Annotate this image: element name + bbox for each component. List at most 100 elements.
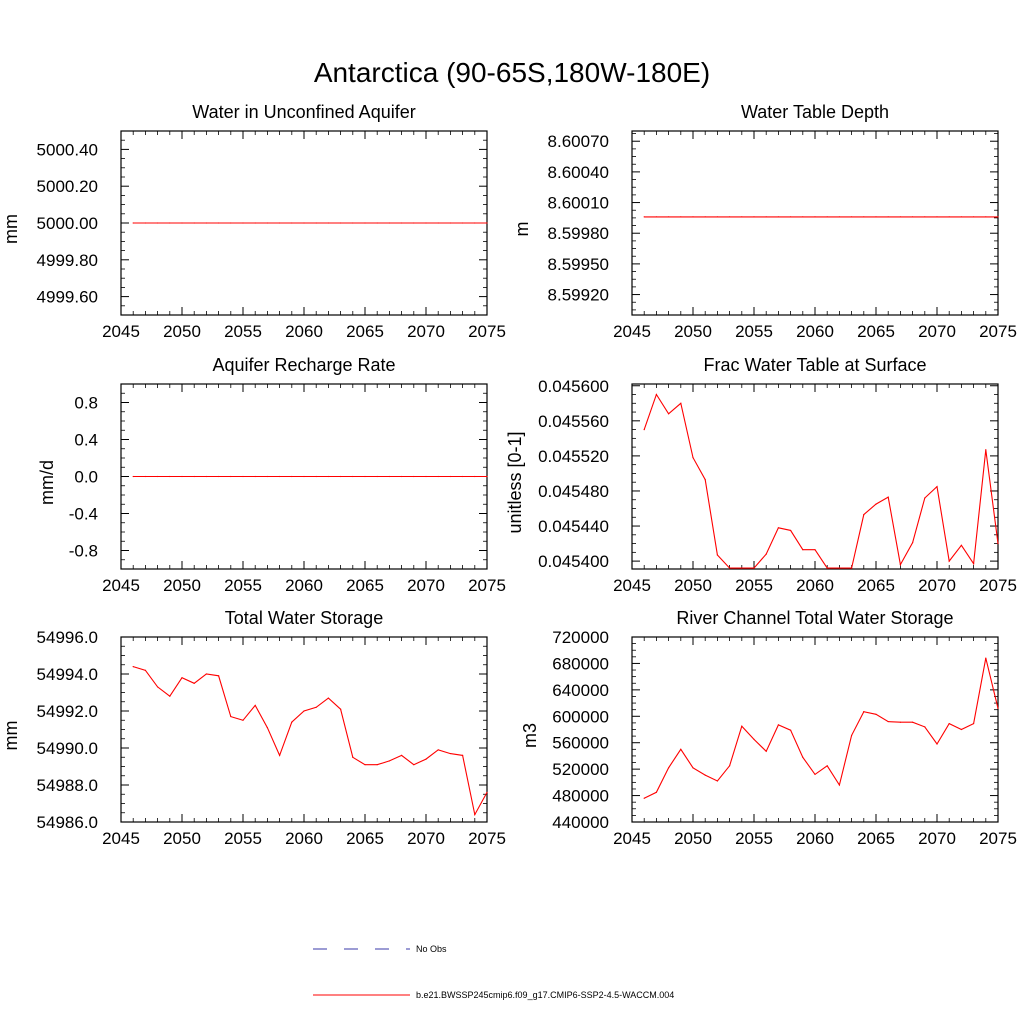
- y-tick-label: 4999.60: [37, 288, 98, 307]
- data-point: [340, 708, 342, 710]
- data-point: [655, 791, 658, 793]
- y-tick-label: 0.8: [74, 394, 98, 413]
- x-tick-label: 2060: [285, 322, 323, 341]
- data-point: [266, 475, 268, 478]
- y-tick-label: 600000: [552, 707, 609, 726]
- data-point: [425, 758, 427, 760]
- x-tick-label: 2050: [674, 576, 712, 595]
- data-point: [826, 216, 828, 218]
- data-point: [254, 475, 256, 478]
- y-axis-label: m3: [520, 723, 540, 748]
- data-point: [242, 222, 244, 224]
- data-point: [132, 475, 134, 478]
- data-point: [887, 720, 889, 723]
- data-point: [704, 774, 706, 776]
- y-tick-label: 480000: [552, 787, 609, 806]
- data-point: [729, 567, 731, 569]
- panel-1: Water in Unconfined Aquifer mm 2045 2050 205…: [1, 102, 506, 341]
- series-line: [133, 666, 488, 817]
- data-point: [254, 222, 256, 224]
- x-tick-label: 2060: [285, 829, 323, 848]
- y-tick-label: 8.60040: [548, 163, 609, 182]
- y-tick-label: 0.045560: [538, 412, 609, 431]
- x-tick-label: 2055: [735, 322, 773, 341]
- y-tick-label: 54994.0: [37, 665, 98, 684]
- data-point: [364, 222, 366, 224]
- data-point: [327, 697, 329, 699]
- data-point: [802, 549, 804, 551]
- data-point: [205, 673, 207, 675]
- data-point: [474, 814, 476, 816]
- x-tick-label: 2055: [735, 576, 773, 595]
- data-point: [912, 721, 914, 723]
- data-point: [230, 222, 232, 224]
- data-point: [230, 475, 232, 478]
- x-tick-label: 2075: [979, 322, 1017, 341]
- data-point: [863, 711, 865, 713]
- data-point: [144, 222, 146, 224]
- y-tick-label: 560000: [552, 734, 609, 753]
- data-point: [863, 216, 865, 218]
- data-point: [777, 216, 780, 218]
- data-point: [242, 475, 244, 478]
- data-point: [157, 475, 159, 478]
- x-tick-label: 2045: [613, 829, 651, 848]
- data-point: [327, 222, 329, 224]
- data-point: [753, 567, 755, 569]
- x-tick-label: 2055: [735, 829, 773, 848]
- panel-title: Water Table Depth: [741, 102, 889, 122]
- data-point: [486, 222, 488, 224]
- data-point: [364, 475, 366, 478]
- panel-title: Total Water Storage: [225, 608, 383, 628]
- data-point: [692, 767, 694, 769]
- data-point: [218, 475, 220, 478]
- data-point: [144, 669, 146, 671]
- y-tick-label: 8.60010: [548, 194, 609, 213]
- x-tick-label: 2060: [796, 829, 834, 848]
- data-point: [948, 216, 950, 218]
- data-point: [924, 497, 926, 499]
- y-tick-label: 440000: [552, 813, 609, 832]
- x-tick-label: 2050: [163, 829, 201, 848]
- data-point: [802, 756, 804, 758]
- data-point: [376, 222, 378, 224]
- main-title: Antarctica (90-65S,180W-180E): [314, 57, 710, 88]
- x-tick-label: 2045: [613, 576, 651, 595]
- y-tick-label: -0.8: [69, 542, 98, 561]
- data-point: [169, 695, 171, 697]
- data-point: [863, 514, 865, 516]
- data-point: [716, 216, 719, 218]
- data-point: [643, 428, 645, 431]
- data-point: [814, 773, 816, 776]
- y-tick-label: 54988.0: [37, 776, 98, 795]
- y-tick-label: 5000.00: [37, 214, 98, 233]
- y-tick-label: 54986.0: [37, 813, 98, 832]
- panel-6: River Channel Total Water Storage m3 2045 2…: [520, 608, 1017, 848]
- data-point: [668, 767, 670, 769]
- x-tick-label: 2075: [979, 829, 1017, 848]
- y-axis-label: unitless [0-1]: [505, 431, 525, 533]
- data-point: [315, 475, 317, 478]
- data-point: [643, 216, 645, 218]
- data-point: [960, 544, 963, 546]
- data-point: [486, 475, 488, 478]
- data-point: [948, 560, 950, 562]
- data-point: [997, 707, 999, 709]
- data-point: [486, 791, 488, 794]
- series-line: [643, 393, 999, 569]
- data-point: [193, 222, 195, 224]
- y-tick-label: 0.0: [74, 468, 98, 487]
- data-point: [985, 657, 987, 659]
- y-tick-label: 8.60070: [548, 132, 609, 151]
- x-tick-label: 2065: [346, 829, 384, 848]
- x-tick-label: 2060: [796, 576, 834, 595]
- data-point: [765, 553, 767, 555]
- y-tick-label: -0.4: [69, 505, 98, 524]
- data-point: [924, 216, 926, 218]
- data-point: [997, 542, 999, 545]
- data-point: [960, 216, 963, 218]
- data-point: [814, 216, 816, 218]
- data-point: [899, 564, 902, 566]
- data-point: [132, 666, 134, 668]
- data-point: [680, 748, 682, 750]
